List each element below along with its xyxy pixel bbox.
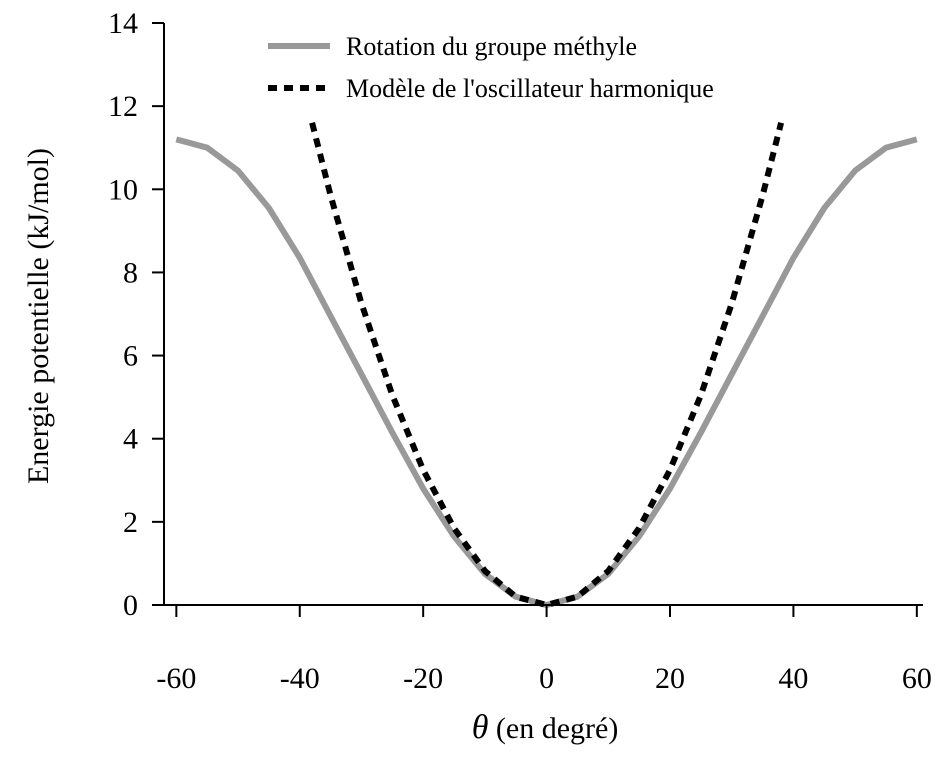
y-tick-label: 4 [123, 423, 138, 456]
series-line-harmonic [309, 122, 785, 608]
y-axis-title: Energie potentielle (kJ/mol) [22, 148, 55, 484]
y-tick-label: 0 [123, 589, 138, 622]
series-layer [175, 122, 918, 608]
x-tick-label: 20 [655, 662, 685, 695]
legend-label-harmonic: Modèle de l'oscillateur harmonique [346, 74, 714, 103]
series-line-rotation [175, 136, 918, 608]
y-tick-label: 12 [108, 90, 138, 123]
y-tick-label: 2 [123, 506, 138, 539]
ticks-layer: -60 -40 -20 0 20 40 60 0 2 4 6 8 10 12 14 [108, 7, 932, 695]
x-tick-label: 0 [539, 662, 554, 695]
x-tick-label: -20 [403, 662, 443, 695]
legend-label-rotation: Rotation du groupe méthyle [346, 32, 637, 61]
y-tick-label: 14 [108, 7, 138, 40]
x-tick-label: -40 [280, 662, 320, 695]
y-tick-label: 10 [108, 173, 138, 206]
axes-layer [163, 23, 923, 606]
x-axis-symbol: θ [472, 709, 489, 746]
x-tick-label: 60 [902, 662, 932, 695]
x-axis-title: θ (en degré) [472, 709, 619, 746]
y-tick-label: 6 [123, 340, 138, 373]
legend: Rotation du groupe méthyle Modèle de l'o… [268, 32, 714, 103]
y-tick-label: 8 [123, 256, 138, 289]
x-axis-unit: (en degré) [496, 712, 618, 745]
x-tick-label: -60 [156, 662, 196, 695]
x-tick-label: 40 [778, 662, 808, 695]
